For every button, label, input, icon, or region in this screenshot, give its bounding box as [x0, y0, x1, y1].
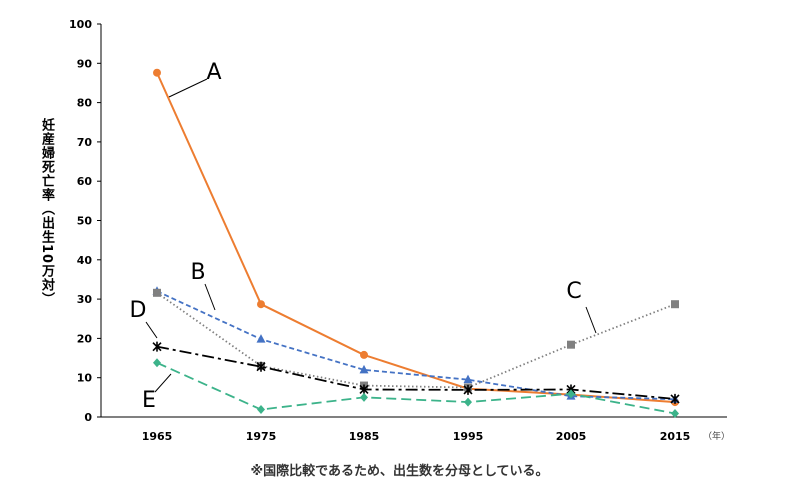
- x-tick-label: 1995: [453, 430, 484, 443]
- series-c-point: [567, 340, 575, 349]
- series-layer: [152, 68, 680, 418]
- y-tick-label: 40: [77, 254, 93, 267]
- series-a-point: [257, 300, 265, 309]
- x-tick-label: 1975: [246, 430, 277, 443]
- series-b: [152, 286, 680, 403]
- series-e-point: [360, 392, 368, 402]
- y-tick-label: 100: [69, 18, 92, 31]
- series-e-point: [671, 408, 679, 418]
- x-tick-label: 1965: [142, 430, 173, 443]
- y-tick-label: 10: [77, 372, 93, 385]
- series-d-point: [670, 393, 680, 404]
- series-b-point: [463, 374, 473, 384]
- y-tick-label: 80: [77, 97, 93, 110]
- series-d-point: [463, 384, 473, 395]
- series-e-point: [257, 405, 265, 415]
- footnote: ※国際比較であるため、出生数を分母としている。: [250, 464, 549, 479]
- series-a-point: [153, 68, 161, 77]
- series-e-point: [567, 389, 575, 399]
- y-tick-label: 90: [77, 57, 93, 70]
- series-e-line: [156, 361, 676, 415]
- y-tick-label: 20: [77, 332, 93, 345]
- callout-leader-d: [145, 321, 158, 339]
- series-c-line: [156, 292, 676, 389]
- series-c-point: [671, 300, 679, 309]
- series-b-point: [359, 364, 369, 374]
- series-c: [153, 288, 679, 392]
- series-e: [153, 358, 679, 418]
- callout-label-e: E: [142, 388, 156, 413]
- series-callouts: A B C D E: [130, 60, 597, 413]
- y-tick-label: 50: [77, 215, 93, 228]
- y-tick-label: 30: [77, 293, 93, 306]
- series-a: [153, 68, 679, 407]
- x-axis-unit: （年）: [703, 432, 731, 442]
- callout-leader-c: [585, 306, 597, 334]
- callout-label-a: A: [206, 60, 221, 85]
- callout-leader-b: [204, 283, 216, 311]
- callout-label-d: D: [130, 298, 147, 323]
- callout-leader-a: [168, 78, 208, 98]
- series-a-line: [156, 72, 676, 404]
- y-tick-label: 60: [77, 175, 93, 188]
- series-b-line: [156, 290, 676, 401]
- y-axis-label: 妊産婦死亡率（出生10万対）: [39, 118, 54, 307]
- callout-label-b: B: [190, 260, 205, 285]
- x-tick-label: 1985: [349, 430, 380, 443]
- series-d-line: [156, 345, 676, 400]
- series-e-point: [153, 358, 161, 368]
- series-b-point: [256, 334, 266, 343]
- y-tick-label: 0: [84, 411, 92, 424]
- series-d-point: [359, 384, 369, 395]
- x-tick-label: 2005: [556, 430, 587, 443]
- callout-label-c: C: [566, 279, 581, 304]
- callout-leader-e: [154, 373, 172, 393]
- series-d-point: [152, 341, 162, 352]
- y-tick-label: 70: [77, 136, 93, 149]
- x-tick-label: 2015: [660, 430, 691, 443]
- axes: 0 10 20 30 40 50 60 70 80 90 100 1965 1975 1985 1995 20…: [69, 18, 727, 443]
- series-a-point: [360, 350, 368, 359]
- series-d-point: [256, 361, 266, 372]
- series-e-point: [464, 397, 472, 407]
- series-c-point: [153, 288, 161, 297]
